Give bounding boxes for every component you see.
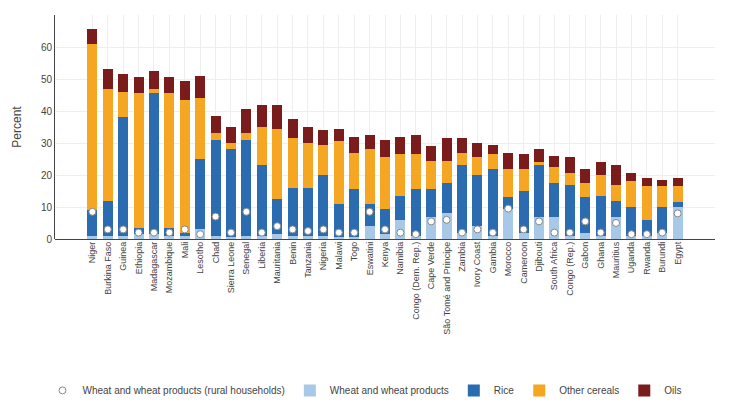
svg-text:Ethiopia: Ethiopia <box>134 242 144 275</box>
svg-text:Burkina Faso: Burkina Faso <box>103 242 113 295</box>
svg-text:Rice: Rice <box>494 385 514 396</box>
svg-text:Tanzania: Tanzania <box>303 242 313 278</box>
svg-text:Zambia: Zambia <box>457 242 467 272</box>
svg-text:Mozambique: Mozambique <box>164 242 174 294</box>
svg-text:Wheat and wheat products: Wheat and wheat products <box>330 385 449 396</box>
svg-text:Nigeria: Nigeria <box>318 242 328 271</box>
svg-text:10: 10 <box>41 202 53 213</box>
svg-text:Ghana: Ghana <box>596 242 606 269</box>
svg-text:Egypt: Egypt <box>673 241 683 265</box>
svg-text:Sierra Leone: Sierra Leone <box>226 242 236 294</box>
svg-text:Cape Verde: Cape Verde <box>426 242 436 290</box>
svg-text:Morocco: Morocco <box>503 242 513 277</box>
svg-text:Gabon: Gabon <box>580 242 590 269</box>
svg-text:Djibouti: Djibouti <box>534 242 544 272</box>
svg-text:Niger: Niger <box>87 242 97 264</box>
svg-text:0: 0 <box>46 234 52 245</box>
svg-text:Congo (Rep.): Congo (Rep.) <box>565 242 575 296</box>
svg-text:Lesotho: Lesotho <box>195 242 205 274</box>
svg-text:Liberia: Liberia <box>257 242 267 269</box>
svg-text:Rwanda: Rwanda <box>642 242 652 275</box>
svg-text:Mali: Mali <box>180 242 190 259</box>
svg-text:Other cereals: Other cereals <box>559 385 619 396</box>
svg-text:Eswatini: Eswatini <box>365 242 375 276</box>
svg-text:São Tomé and Principe: São Tomé and Principe <box>442 242 452 335</box>
svg-text:Mauritius: Mauritius <box>611 241 621 278</box>
svg-text:Cameroon: Cameroon <box>519 242 529 284</box>
svg-text:30: 30 <box>41 138 53 149</box>
svg-text:Guinea: Guinea <box>118 242 128 271</box>
svg-text:Namibia: Namibia <box>395 242 405 275</box>
svg-text:Benin: Benin <box>288 242 298 265</box>
svg-text:Burundi: Burundi <box>657 242 667 273</box>
svg-text:Uganda: Uganda <box>626 242 636 274</box>
svg-text:50: 50 <box>41 74 53 85</box>
svg-text:South Africa: South Africa <box>549 242 559 291</box>
svg-text:Ivory Coast: Ivory Coast <box>472 241 482 287</box>
svg-text:Malawi: Malawi <box>334 242 344 270</box>
svg-text:Wheat and wheat products (rura: Wheat and wheat products (rural househol… <box>83 385 285 396</box>
svg-text:Togo: Togo <box>349 242 359 262</box>
svg-text:Oils: Oils <box>664 385 681 396</box>
svg-text:Madagascar: Madagascar <box>149 242 159 292</box>
svg-text:20: 20 <box>41 170 53 181</box>
svg-text:Senegal: Senegal <box>241 242 251 275</box>
svg-text:Mauritania: Mauritania <box>272 242 282 284</box>
svg-text:Chad: Chad <box>211 242 221 264</box>
svg-text:Percent: Percent <box>10 106 24 148</box>
svg-text:Gambia: Gambia <box>488 242 498 274</box>
svg-text:60: 60 <box>41 42 53 53</box>
svg-text:Congo (Dem. Rep.): Congo (Dem. Rep.) <box>411 242 421 320</box>
svg-text:40: 40 <box>41 106 53 117</box>
svg-text:Kenya: Kenya <box>380 242 390 268</box>
